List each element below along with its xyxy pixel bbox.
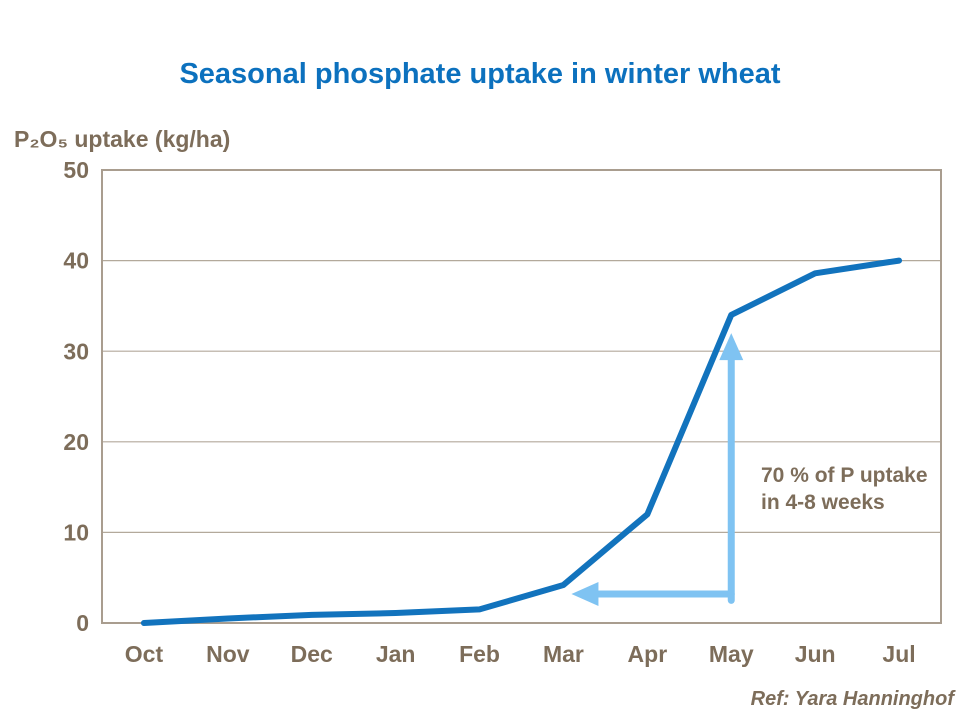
x-tick-label: Jun — [795, 641, 836, 667]
x-tick-label: Mar — [543, 641, 584, 667]
y-tick-label: 50 — [63, 157, 89, 183]
x-tick-label: Oct — [125, 641, 164, 667]
x-tick-label: Jan — [376, 641, 416, 667]
arrowhead-up-icon — [719, 333, 744, 361]
plot-frame — [101, 169, 942, 624]
y-axis-title: P₂O₅ uptake (kg/ha) — [14, 126, 231, 152]
uptake-curve — [140, 257, 903, 626]
reference-text: Ref: Yara Hanninghof — [750, 688, 954, 710]
y-tick-label: 0 — [76, 610, 89, 636]
x-tick-label: Jul — [882, 641, 915, 667]
y-tick-label: 30 — [63, 338, 89, 364]
chart-title: Seasonal phosphate uptake in winter whea… — [179, 58, 781, 90]
y-tick-label: 40 — [63, 248, 89, 274]
x-tick-label: Apr — [628, 641, 668, 667]
x-tick-label: Nov — [206, 641, 250, 667]
y-tick-label: 10 — [63, 519, 89, 545]
arrowhead-left-icon — [571, 582, 599, 607]
annotation-text: 70 % of P uptake in 4-8 weeks — [761, 464, 928, 514]
x-tick-label: Dec — [291, 641, 333, 667]
x-tick-label: May — [709, 641, 754, 667]
y-tick-label: 20 — [63, 429, 89, 455]
x-tick-label: Feb — [459, 641, 500, 667]
